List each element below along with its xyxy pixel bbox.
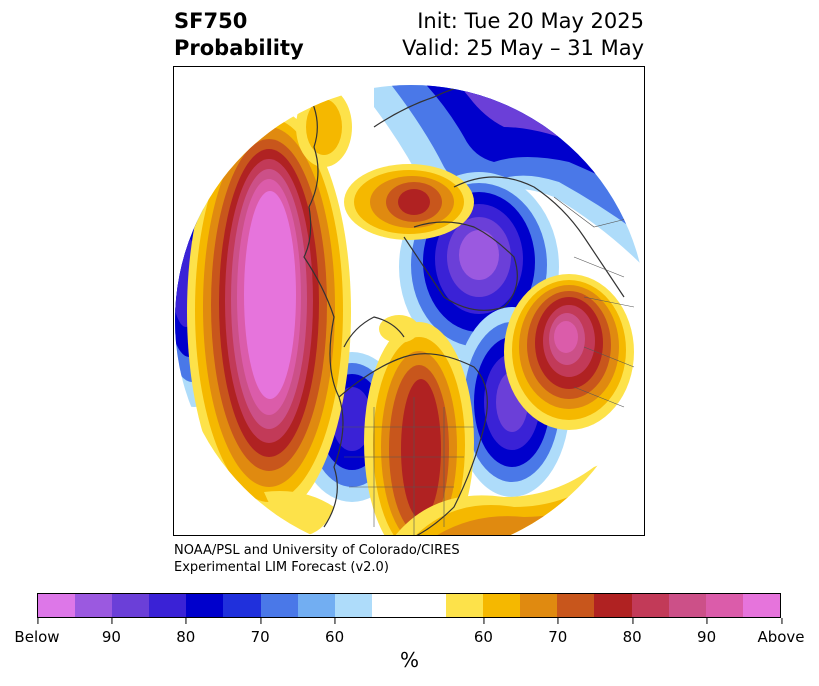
colorbar-segment	[149, 594, 187, 617]
colorbar-tick-label: 80	[622, 618, 642, 646]
forecast-dates: Init: Tue 20 May 2025 Valid: 25 May – 31…	[402, 8, 644, 62]
colorbar-segment	[297, 594, 335, 617]
colorbar-segment	[520, 594, 558, 617]
variable-name: SF750	[174, 9, 248, 33]
colorbar-tick-label: 90	[697, 618, 717, 646]
borders	[339, 196, 635, 535]
colorbar-segment	[594, 594, 632, 617]
colorbar-tick-label: Above	[757, 618, 805, 646]
credit-line-1: NOAA/PSL and University of Colorado/CIRE…	[174, 543, 460, 558]
credit-line-2: Experimental LIM Forecast (v2.0)	[174, 560, 389, 575]
colorbar-segment	[705, 594, 743, 617]
forecast-map	[173, 66, 645, 536]
colorbar-tick-label: Below	[14, 618, 60, 646]
colorbar	[37, 593, 781, 618]
anomaly-above-pacific	[187, 107, 351, 517]
colorbar-ticks: Below 90 80 70 60 60 70 80 90 Above	[14, 618, 805, 648]
colorbar-tick-label: 70	[548, 618, 568, 646]
quantity-name: Probability	[174, 36, 304, 60]
colorbar-tick-label: 70	[250, 618, 270, 646]
colorbar-segment	[631, 594, 669, 617]
colorbar-tick-label: 60	[473, 618, 493, 646]
colorbar-tick-label: 90	[101, 618, 121, 646]
colorbar-segment	[371, 594, 409, 617]
colorbar-unit-label: %	[399, 648, 419, 672]
colorbar-tick-label: 60	[325, 618, 345, 646]
colorbar-segment	[75, 594, 113, 617]
colorbar-segment	[483, 594, 521, 617]
colorbar-segment	[260, 594, 298, 617]
anomaly-above-north	[296, 87, 474, 240]
colorbar-segment	[408, 594, 447, 617]
colorbar-segment	[742, 594, 780, 617]
colorbar-segment	[223, 594, 261, 617]
colorbar-segment	[112, 594, 150, 617]
credits: NOAA/PSL and University of Colorado/CIRE…	[174, 542, 460, 576]
colorbar-tick-label: 80	[176, 618, 196, 646]
colorbar-segment	[557, 594, 595, 617]
init-date: Init: Tue 20 May 2025	[417, 9, 644, 33]
polar-map-svg	[175, 85, 644, 535]
map-title: SF750 Probability	[174, 8, 304, 62]
colorbar-segment	[446, 594, 484, 617]
colorbar-segment	[38, 594, 76, 617]
colorbar-segment	[668, 594, 706, 617]
colorbar-segment	[186, 594, 224, 617]
anomaly-above-east	[504, 274, 634, 430]
valid-range: Valid: 25 May – 31 May	[402, 36, 644, 60]
colorbar-segment	[334, 594, 372, 617]
